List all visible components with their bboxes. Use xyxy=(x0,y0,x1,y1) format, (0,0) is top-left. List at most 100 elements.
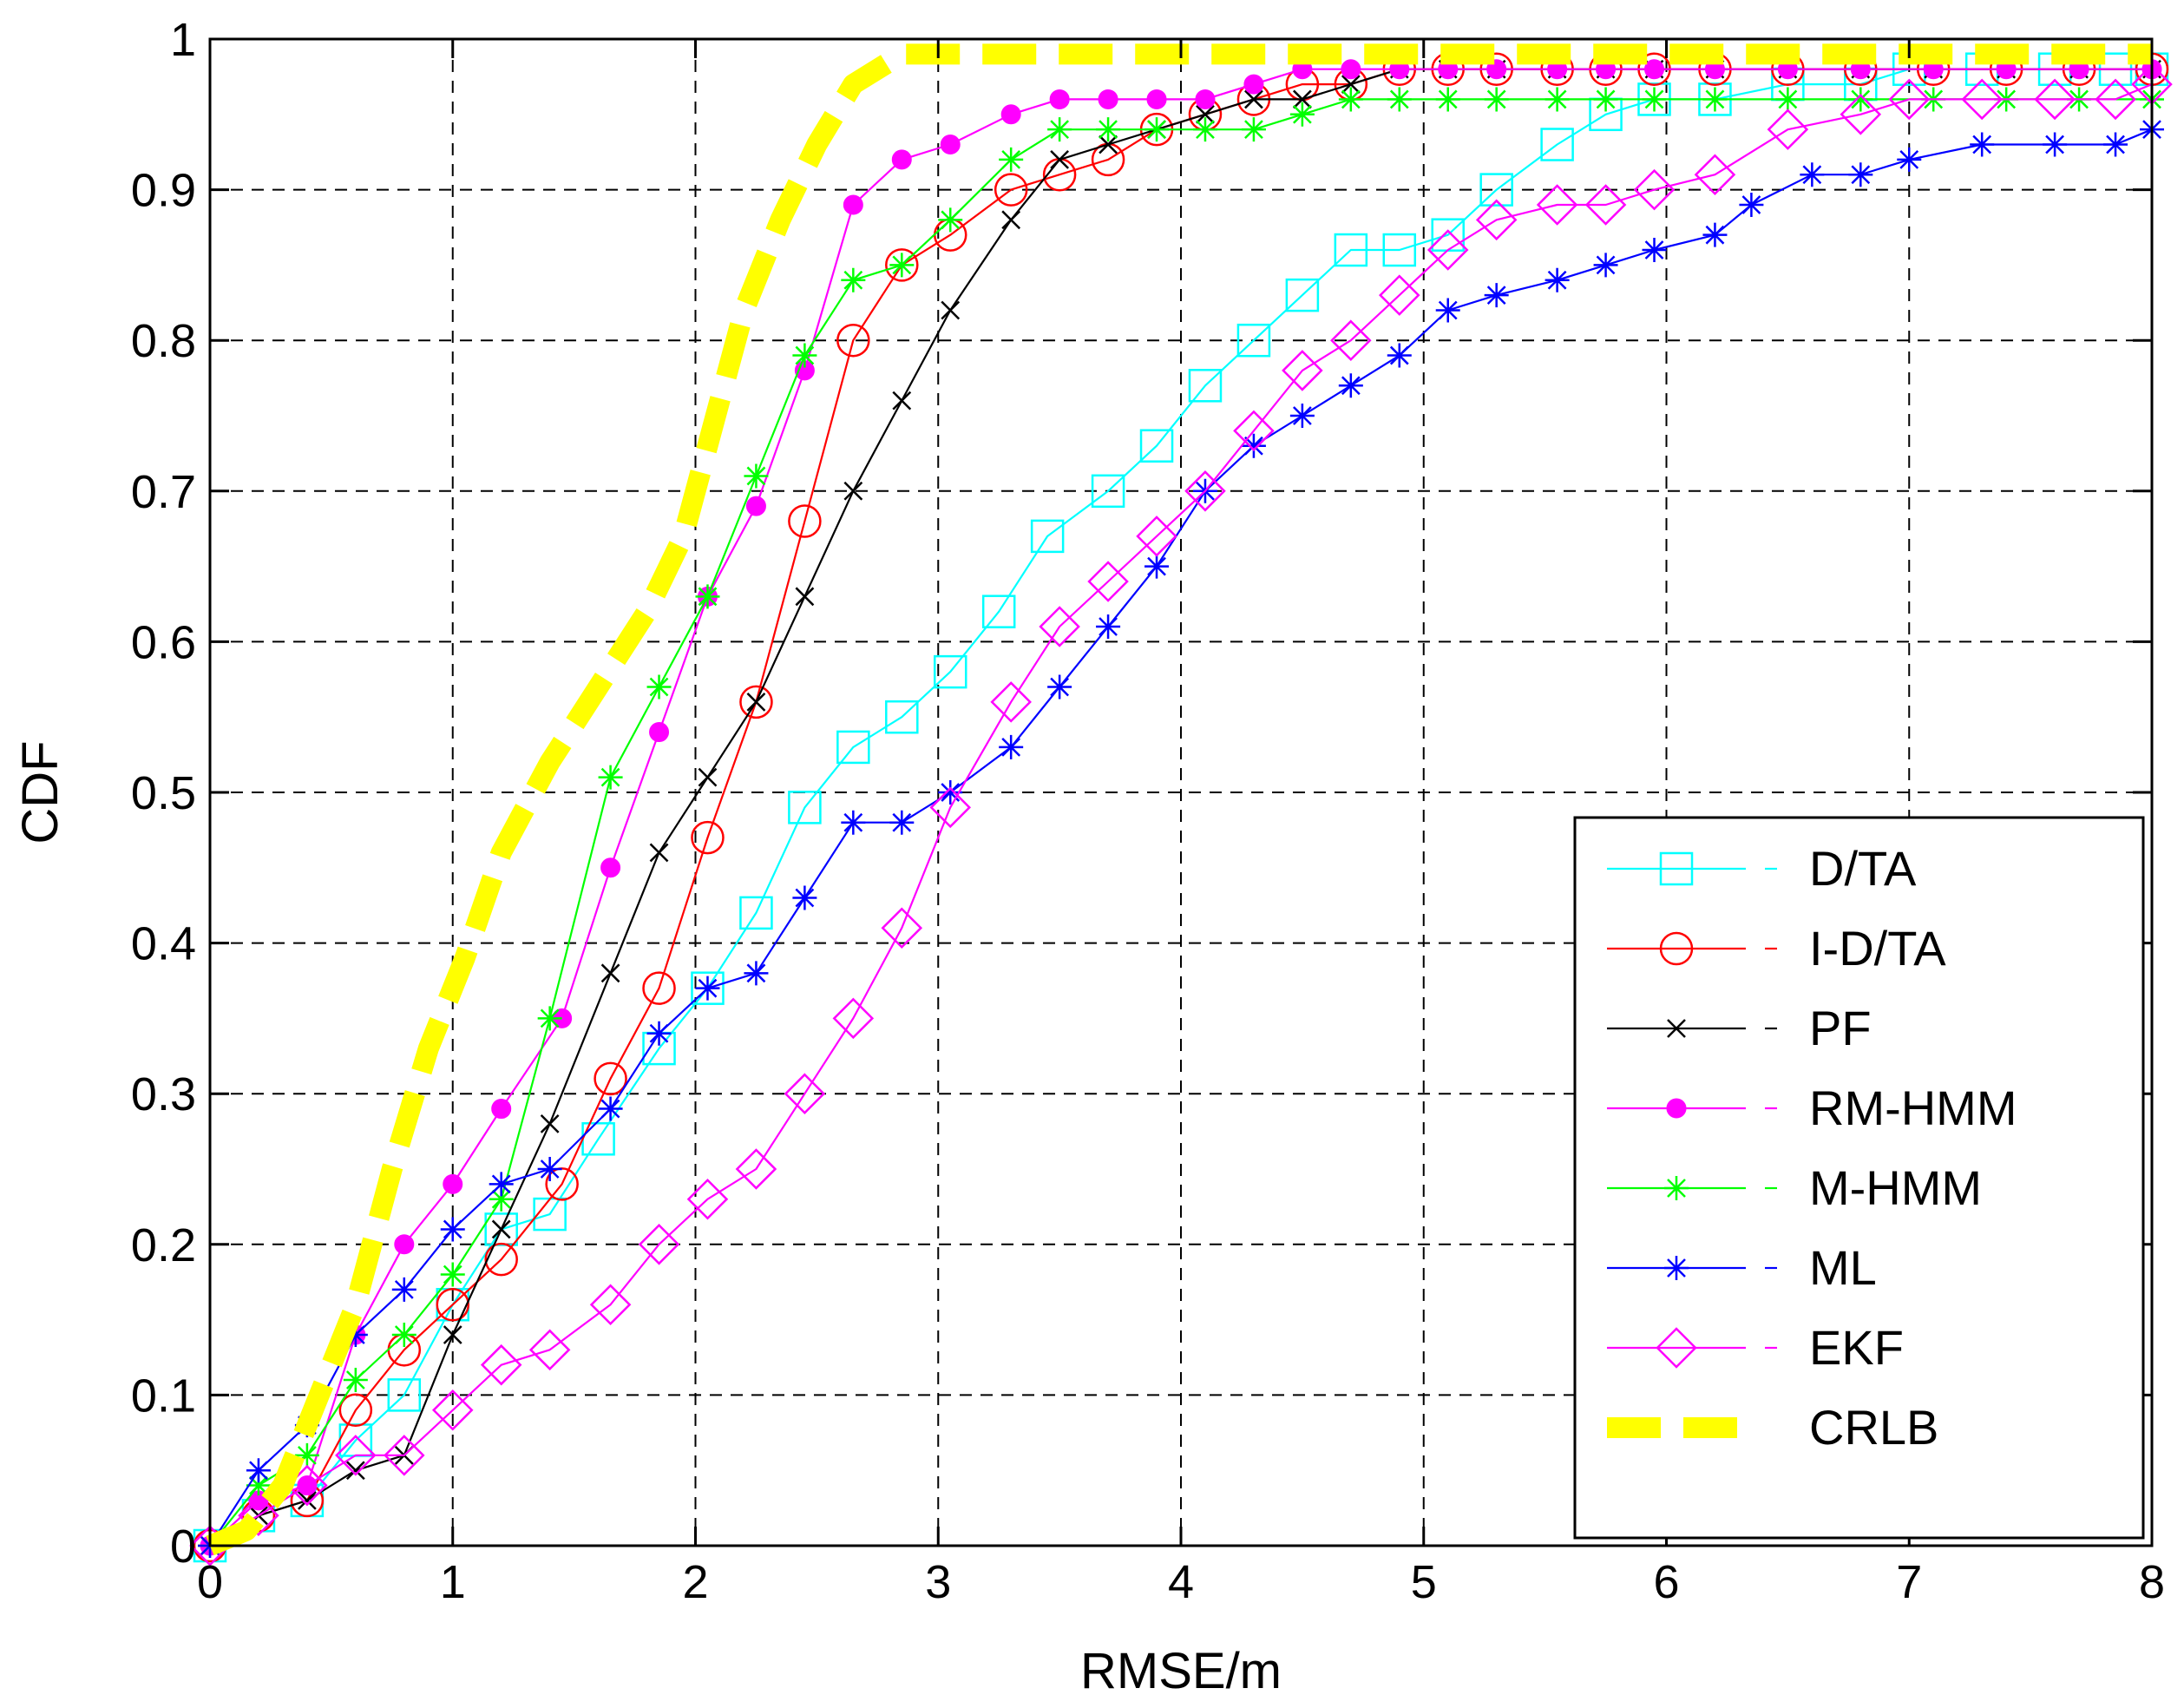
data-point-d-ta xyxy=(1285,278,1320,312)
x-tick-label: 3 xyxy=(925,1556,951,1608)
data-point-pf xyxy=(795,587,815,607)
data-point-ekf xyxy=(1584,184,1627,226)
x-tick-label: 7 xyxy=(1896,1556,1922,1608)
data-point-ml xyxy=(646,1021,672,1046)
legend-marker-pf xyxy=(1667,1019,1686,1038)
data-point-ml xyxy=(2043,132,2068,157)
data-point-ml xyxy=(1387,343,1412,368)
data-point-d-ta xyxy=(1382,233,1417,267)
data-point-ml xyxy=(1642,238,1667,263)
data-point-m-hmm xyxy=(744,463,769,489)
data-point-d-ta xyxy=(484,1212,518,1246)
data-point-pf xyxy=(1050,149,1070,169)
series-m-hmm xyxy=(198,87,2164,1558)
data-point-ml xyxy=(1289,404,1315,428)
data-point-ekf xyxy=(335,1435,377,1476)
data-point-m-hmm xyxy=(841,267,866,292)
legend-marker-d-ta xyxy=(1659,851,1694,886)
legend-label-i-d-ta: I-D/TA xyxy=(1809,921,1946,976)
data-point-ekf xyxy=(1379,274,1420,316)
data-point-ml xyxy=(792,885,817,910)
data-point-ekf xyxy=(2095,78,2136,121)
y-tick-label: 0.5 xyxy=(131,767,196,819)
data-point-ml xyxy=(440,1217,465,1242)
data-point-i-d-ta xyxy=(691,820,725,855)
data-point-m-hmm xyxy=(1775,87,1800,112)
y-tick-label: 0 xyxy=(170,1521,196,1573)
data-point-ekf xyxy=(832,997,875,1040)
data-point-i-d-ta xyxy=(994,173,1028,207)
data-point-d-ta xyxy=(885,700,919,734)
data-point-d-ta xyxy=(788,791,822,824)
data-point-pf xyxy=(649,843,669,863)
x-tick-label: 2 xyxy=(682,1556,708,1608)
data-point-ml xyxy=(1484,283,1509,308)
data-point-ekf xyxy=(638,1224,680,1265)
data-point-ekf xyxy=(1039,606,1080,647)
data-point-m-hmm xyxy=(1241,117,1266,142)
y-tick-label: 0.3 xyxy=(131,1068,196,1120)
y-tick-label: 0.9 xyxy=(131,165,196,217)
data-point-ml xyxy=(1096,614,1121,640)
data-point-pf xyxy=(443,1325,462,1344)
data-point-m-hmm xyxy=(1848,87,1873,112)
data-point-rm-hmm xyxy=(1098,89,1118,109)
data-point-ekf xyxy=(1694,154,1736,196)
data-point-ekf xyxy=(784,1073,826,1114)
data-point-pf xyxy=(540,1114,560,1133)
data-point-ekf xyxy=(686,1178,729,1220)
data-point-rm-hmm xyxy=(1243,74,1264,95)
axis-ticks: 0 1 2 3 4 5 6 7 8 0 0.1 0.2 0.3 0.4 0.5 0.6 0.7 0.8 0.9 1 xyxy=(131,14,2165,1608)
data-point-ml xyxy=(391,1277,416,1302)
data-point-m-hmm xyxy=(646,674,672,700)
legend-entry-d-ta: D/TA xyxy=(1607,841,1917,896)
data-point-i-d-ta xyxy=(739,685,773,719)
legend-label-rm-hmm: RM-HMM xyxy=(1809,1081,2017,1135)
data-point-i-d-ta xyxy=(436,1287,469,1322)
data-point-d-ta xyxy=(1188,369,1223,403)
data-point-d-ta xyxy=(1091,474,1125,509)
legend-label-m-hmm: M-HMM xyxy=(1809,1160,1982,1215)
data-point-m-hmm xyxy=(1047,117,1072,142)
data-point-rm-hmm xyxy=(1341,59,1361,80)
data-point-ekf xyxy=(384,1435,425,1476)
legend-entry-m-hmm: M-HMM xyxy=(1607,1160,1982,1215)
data-point-m-hmm xyxy=(1289,102,1315,127)
legend: D/TA I-D/TA PF RM-HMM M-HMM ML EKF CRLB xyxy=(1573,816,2145,1540)
data-point-ekf xyxy=(1475,199,1518,241)
data-point-pf xyxy=(1001,210,1021,230)
data-point-ml xyxy=(1702,222,1728,247)
data-point-rm-hmm xyxy=(891,149,912,170)
data-point-ml xyxy=(744,961,769,986)
data-point-rm-hmm xyxy=(1049,89,1070,109)
data-point-m-hmm xyxy=(695,584,720,609)
data-point-d-ta xyxy=(1334,233,1368,267)
data-point-ml xyxy=(1970,132,1995,157)
data-point-pf xyxy=(746,692,766,712)
data-point-pf xyxy=(843,481,863,501)
series-rm-hmm xyxy=(200,59,2162,1556)
legend-box xyxy=(1573,816,2145,1540)
data-point-ekf xyxy=(1233,410,1275,452)
data-point-d-ta xyxy=(739,896,773,930)
data-point-pf xyxy=(1341,75,1361,94)
series-line-d-ta xyxy=(209,68,2152,1547)
data-point-m-hmm xyxy=(246,1473,271,1498)
data-point-ml xyxy=(889,810,915,835)
legend-entry-crlb: CRLB xyxy=(1607,1400,1938,1455)
data-point-ml xyxy=(695,976,720,1001)
legend-label-d-ta: D/TA xyxy=(1809,841,1917,896)
data-point-ml xyxy=(1545,267,1570,292)
data-point-ml xyxy=(999,734,1024,759)
data-point-pf xyxy=(345,1461,365,1481)
data-point-i-d-ta xyxy=(885,248,919,282)
data-point-m-hmm xyxy=(1192,117,1217,142)
data-point-m-hmm xyxy=(1387,87,1412,112)
data-point-ekf xyxy=(431,1389,474,1431)
data-point-m-hmm xyxy=(999,147,1024,172)
data-point-ekf xyxy=(1961,78,2003,121)
legend-marker-m-hmm xyxy=(1664,1176,1689,1200)
data-point-rm-hmm xyxy=(1000,104,1021,125)
data-point-d-ta xyxy=(387,1378,422,1412)
data-point-m-hmm xyxy=(1338,87,1363,112)
